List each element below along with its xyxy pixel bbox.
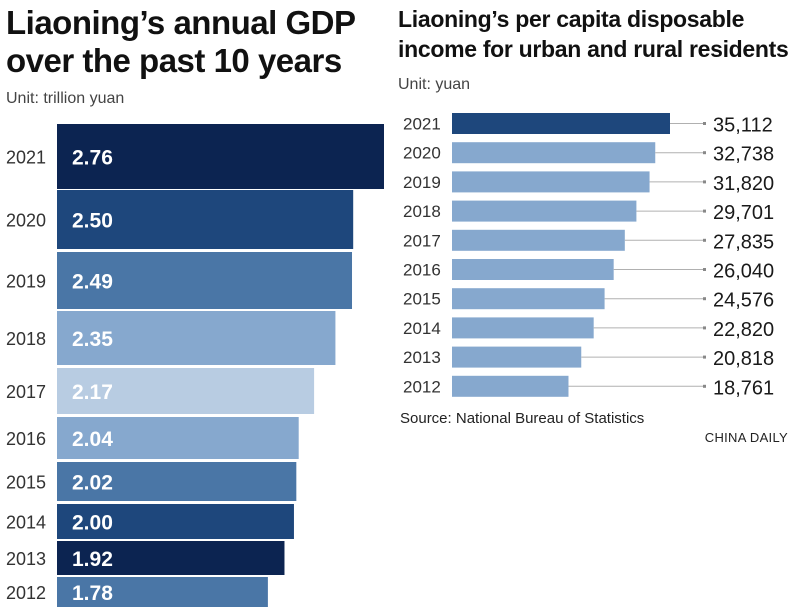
income-leader-dot-2019 (703, 180, 706, 184)
income-bar-2021 (452, 113, 670, 134)
gdp-bar-2014 (57, 504, 294, 539)
income-leader-dot-2012 (703, 384, 706, 388)
brand-credit: CHINA DAILY (704, 430, 788, 445)
gdp-bar-2020 (57, 190, 354, 249)
gdp-bar-2017 (57, 368, 315, 414)
income-bar-2013 (452, 346, 582, 368)
gdp-year-label-2012: 2012 (6, 583, 46, 603)
income-bar-chart: 2021 35,112 2020 32,738 2019 31,820 2018 29,701… (403, 113, 774, 399)
income-bar-2017 (452, 229, 625, 251)
income-value-label-2013: 20,818 (713, 348, 774, 370)
gdp-bar-2021 (57, 124, 384, 189)
income-leader-dot-2016 (703, 268, 706, 271)
gdp-value-label-2017: 2.17 (72, 381, 113, 404)
income-bar-2019 (452, 171, 650, 193)
gdp-year-label-2018: 2018 (6, 329, 46, 349)
income-value-label-2021: 35,112 (713, 115, 773, 137)
income-year-label-2017: 2017 (403, 231, 441, 250)
income-bar-2020 (452, 142, 656, 164)
source-note: Source: National Bureau of Statistics (400, 410, 645, 427)
gdp-bar-2019 (57, 252, 353, 309)
gdp-value-label-2013: 1.92 (72, 548, 113, 571)
income-leader-dot-2013 (703, 355, 706, 359)
gdp-year-label-2016: 2016 (6, 429, 46, 449)
income-leader-dot-2018 (703, 209, 706, 213)
gdp-bar-2016 (57, 417, 299, 459)
income-bar-2018 (452, 200, 637, 222)
income-year-label-2021: 2021 (403, 115, 441, 134)
income-value-label-2020: 32,738 (713, 144, 774, 166)
gdp-bar-2015 (57, 462, 297, 501)
gdp-bar-2018 (57, 311, 336, 365)
income-leader-dot-2014 (703, 326, 706, 330)
gdp-value-label-2019: 2.49 (72, 271, 113, 294)
income-value-label-2015: 24,576 (713, 290, 774, 312)
gdp-bar-chart: 2021 2.76 2020 2.50 2019 2.49 2018 2.35 2017 2.17… (6, 124, 384, 607)
income-year-label-2012: 2012 (403, 377, 441, 396)
gdp-value-label-2014: 2.00 (72, 512, 113, 535)
income-bar-2012 (452, 375, 569, 397)
income-value-label-2018: 29,701 (713, 202, 774, 224)
income-year-label-2015: 2015 (403, 290, 441, 309)
gdp-value-label-2021: 2.76 (72, 147, 113, 170)
income-year-label-2014: 2014 (403, 319, 441, 338)
gdp-value-label-2018: 2.35 (72, 328, 113, 351)
gdp-year-label-2020: 2020 (6, 211, 46, 231)
income-value-label-2019: 31,820 (713, 173, 774, 195)
income-value-label-2017: 27,835 (713, 231, 774, 253)
income-year-label-2016: 2016 (403, 261, 441, 280)
income-leader-dot-2017 (703, 238, 706, 242)
gdp-value-label-2020: 2.50 (72, 210, 113, 233)
income-year-label-2020: 2020 (403, 144, 441, 163)
gdp-value-label-2015: 2.02 (72, 472, 113, 495)
gdp-year-label-2019: 2019 (6, 272, 46, 292)
gdp-chart-title: Liaoning’s annual GDP over the past 10 y… (6, 4, 355, 79)
income-year-label-2013: 2013 (403, 348, 441, 367)
income-value-label-2012: 18,761 (713, 377, 774, 399)
gdp-year-label-2021: 2021 (6, 148, 46, 168)
income-chart-title: Liaoning’s per capita disposable income … (398, 6, 789, 62)
gdp-year-label-2015: 2015 (6, 473, 46, 493)
income-leader-dot-2021 (703, 122, 706, 125)
income-unit-label: Unit: yuan (398, 76, 471, 93)
income-value-label-2014: 22,820 (713, 319, 774, 341)
gdp-value-label-2012: 1.78 (72, 582, 113, 605)
gdp-bar-2013 (57, 541, 285, 575)
gdp-unit-label: Unit: trillion yuan (6, 90, 125, 107)
gdp-year-label-2017: 2017 (6, 382, 46, 402)
income-year-label-2018: 2018 (403, 202, 441, 221)
income-bar-2016 (452, 259, 614, 280)
income-value-label-2016: 26,040 (713, 261, 774, 283)
gdp-year-label-2013: 2013 (6, 549, 46, 569)
income-bar-2014 (452, 317, 594, 339)
income-leader-dot-2015 (703, 297, 706, 301)
income-leader-dot-2020 (703, 151, 706, 155)
income-year-label-2019: 2019 (403, 173, 441, 192)
gdp-year-label-2014: 2014 (6, 513, 46, 533)
gdp-value-label-2016: 2.04 (72, 428, 113, 451)
gdp-bar-2012 (57, 577, 268, 607)
income-bar-2015 (452, 288, 605, 310)
